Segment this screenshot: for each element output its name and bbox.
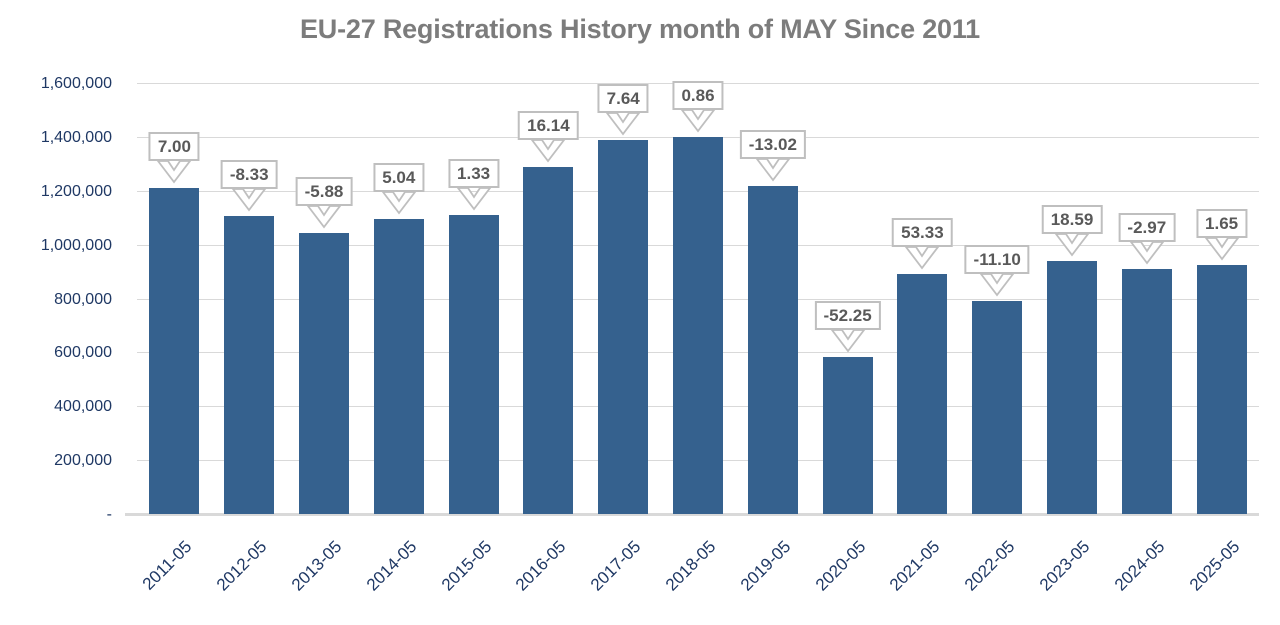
y-axis-label: 800,000 — [54, 290, 112, 308]
y-axis-label: 1,200,000 — [40, 182, 112, 200]
y-axis-label: 1,400,000 — [40, 128, 112, 146]
data-label-callout: 0.86 — [672, 81, 724, 111]
data-label-callout: -13.02 — [739, 130, 806, 160]
callout-arrow-icon — [1203, 236, 1240, 266]
data-label-callout: 7.00 — [148, 132, 200, 162]
bar — [673, 137, 723, 514]
y-axis-label: 200,000 — [54, 452, 112, 470]
data-label-callout: -2.97 — [1118, 212, 1176, 242]
y-axis-label: 1,000,000 — [40, 236, 112, 254]
callout-arrow-icon — [455, 187, 492, 216]
y-axis-label: 400,000 — [54, 398, 112, 416]
callout-arrow-icon — [605, 112, 642, 141]
bar — [972, 300, 1023, 514]
data-label-callout: 18.59 — [1041, 205, 1103, 235]
callout-arrow-icon — [680, 109, 716, 138]
y-axis-label: 600,000 — [54, 344, 112, 362]
data-label-callout: 7.64 — [597, 84, 649, 114]
data-label-callout: -52.25 — [814, 301, 881, 331]
callout-arrow-icon — [156, 160, 193, 189]
data-label-callout: 16.14 — [518, 111, 579, 141]
callout-arrow-icon — [979, 272, 1016, 302]
data-label-callout: -5.88 — [295, 177, 353, 207]
x-axis-line — [125, 513, 1259, 516]
bar — [448, 215, 499, 514]
callout-arrow-icon — [1054, 233, 1090, 262]
bar — [747, 186, 798, 514]
bar — [1121, 268, 1172, 514]
bar — [224, 215, 275, 514]
bar — [1196, 264, 1247, 514]
y-axis-label: - — [106, 506, 112, 523]
bar — [373, 219, 424, 514]
bar — [523, 167, 574, 514]
data-label-callout: 53.33 — [892, 217, 953, 247]
y-axis-label: 1,600,000 — [40, 75, 112, 92]
chart-title: EU-27 Registrations History month of MAY… — [299, 14, 980, 44]
callout-arrow-icon — [904, 246, 941, 275]
callout-arrow-icon — [231, 187, 268, 217]
bar — [598, 140, 649, 514]
callout-arrow-icon — [380, 191, 417, 220]
bar — [299, 233, 349, 514]
data-label-callout: 1.65 — [1196, 208, 1248, 238]
data-label-callout: 5.04 — [373, 163, 425, 193]
data-label-callout: -11.10 — [964, 244, 1030, 274]
bar — [897, 273, 948, 514]
callout-arrow-icon — [754, 158, 791, 187]
bar — [1047, 261, 1097, 514]
callout-arrow-icon — [1128, 240, 1165, 270]
data-label-callout: -8.33 — [220, 159, 278, 189]
callout-arrow-icon — [829, 329, 866, 358]
data-label-callout: 1.33 — [448, 159, 500, 189]
bar — [149, 188, 200, 514]
bar — [822, 357, 873, 514]
callout-arrow-icon — [530, 139, 567, 168]
callout-arrow-icon — [306, 205, 342, 234]
